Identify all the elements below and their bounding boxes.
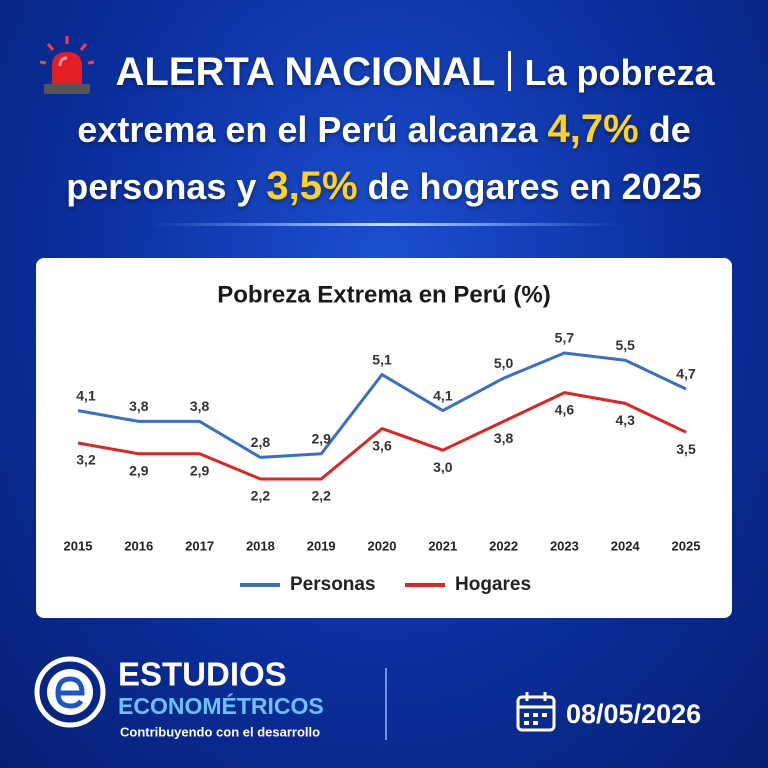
headline: ALERTA NACIONAL La pobreza extrema en el P…	[0, 44, 768, 215]
data-label: 2,2	[251, 488, 271, 504]
headline-text: personas y	[66, 166, 257, 207]
logo	[34, 656, 106, 728]
glow-line	[150, 223, 620, 226]
x-tick-label: 2018	[246, 538, 275, 553]
headline-line: ALERTA NACIONAL La pobreza	[0, 44, 768, 101]
headline-text: 3,5%	[266, 164, 358, 208]
data-label: 5,0	[494, 355, 514, 371]
x-tick-label: 2016	[124, 538, 153, 553]
separator	[508, 51, 512, 91]
data-label: 3,5	[676, 441, 696, 457]
data-label: 4,3	[615, 412, 635, 428]
x-tick-label: 2025	[672, 538, 701, 553]
headline-line: personas y 3,5% de hogares en 2025	[0, 158, 768, 215]
x-tick-label: 2019	[307, 538, 336, 553]
data-label: 5,1	[372, 351, 392, 367]
chart-card	[36, 258, 732, 618]
series-line	[77, 351, 687, 459]
chart-title: Pobreza Extrema en Perú (%)	[217, 281, 550, 308]
data-label: 4,6	[555, 401, 575, 417]
headline-text: de hogares en 2025	[367, 166, 702, 207]
data-label: 2,9	[190, 463, 210, 479]
tagline: Contribuyendo con el desarrollo	[120, 724, 320, 739]
headline-text: de	[648, 109, 691, 150]
data-label: 4,7	[676, 366, 696, 382]
headline-line: extrema en el Perú alcanza 4,7% de	[0, 101, 768, 158]
data-label: 3,8	[494, 430, 514, 446]
data-label: 3,0	[433, 459, 453, 475]
chart: 2015 2016 2017 2018 2019 2020 2021 2022 2023 2024…	[64, 330, 701, 595]
x-tick-label: 2022	[489, 538, 518, 553]
data-label: 3,6	[372, 437, 392, 453]
data-label: 3,8	[129, 398, 149, 414]
data-label: 4,1	[433, 387, 453, 403]
data-label: 2,2	[311, 488, 331, 504]
x-tick-label: 2015	[64, 538, 93, 553]
brand-bottom: ECONOMÉTRICOS	[118, 692, 324, 719]
headline-text: 4,7%	[547, 107, 639, 151]
series-line	[77, 391, 687, 481]
legend-label: Personas	[290, 574, 376, 595]
data-label: 3,2	[76, 452, 96, 468]
headline-text: extrema en el Perú alcanza	[77, 109, 538, 150]
x-tick-label: 2017	[185, 538, 214, 553]
legend-label: Hogares	[455, 574, 531, 595]
siren-icon	[39, 36, 95, 94]
data-label: 2,9	[311, 431, 331, 447]
data-label: 5,5	[615, 337, 635, 353]
data-label: 4,1	[76, 387, 96, 403]
data-label: 5,7	[555, 330, 575, 346]
data-label: 3,8	[190, 398, 210, 414]
x-tick-label: 2023	[550, 538, 579, 553]
headline-text: La pobreza	[524, 52, 715, 93]
brand-top: ESTUDIOS	[118, 656, 287, 693]
data-label: 2,8	[251, 434, 271, 450]
headline-alert: ALERTA NACIONAL	[115, 50, 496, 94]
x-tick-label: 2024	[611, 538, 641, 553]
calendar-icon	[516, 692, 556, 732]
x-tick-label: 2020	[368, 538, 397, 553]
date: 08/05/2026	[566, 699, 701, 729]
x-tick-label: 2021	[428, 538, 457, 553]
data-label: 2,9	[129, 463, 149, 479]
